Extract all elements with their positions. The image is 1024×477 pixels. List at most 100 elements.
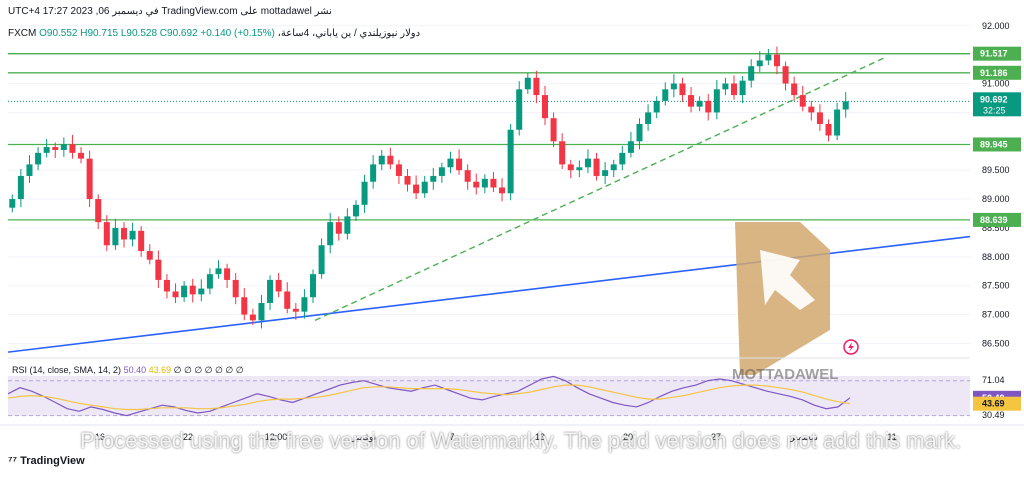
time-tick-label: 12:00: [265, 432, 288, 442]
candle-body: [438, 167, 445, 176]
candle-body: [9, 199, 16, 208]
candle-body: [670, 83, 677, 90]
price-tick-label: 88.000: [982, 252, 1010, 262]
candle-body: [550, 118, 557, 142]
candle-body: [421, 181, 428, 194]
candle-body: [378, 155, 385, 165]
time-tick-label: 20: [623, 432, 633, 442]
tradingview-logo[interactable]: ⁷⁷ TradingView: [8, 455, 85, 467]
time-tick-label: 7: [449, 432, 454, 442]
candle-body: [206, 274, 213, 289]
candle-body: [816, 112, 823, 124]
ohlc-values: O90.552 H90.715 L90.528 C90.692 +0.140 (…: [39, 28, 275, 39]
level-price-label: 89.945: [980, 139, 1008, 149]
time-tick-label: 13: [535, 432, 545, 442]
candle-body: [842, 101, 849, 110]
candle-body: [731, 83, 738, 96]
candle-body: [447, 158, 454, 168]
candle-body: [456, 158, 463, 171]
symbol-label: دولار نيوزيلندي / ين ياباني، 4ساعة، FXCM: [8, 28, 421, 39]
tradingview-logo-icon: ⁷⁷: [8, 455, 18, 467]
candle-body: [103, 222, 110, 246]
candle-body: [524, 77, 531, 90]
candle-body: [602, 170, 609, 176]
rsi-legend[interactable]: RSI (14, close, SMA, 14, 2) 50.40 43.69 …: [12, 365, 244, 376]
candle-body: [773, 54, 780, 67]
countdown-label: 32:25: [983, 105, 1006, 115]
time-tick-label: 22: [183, 432, 193, 442]
rsi-placeholders: ∅ ∅ ∅ ∅ ∅ ∅ ∅: [173, 365, 244, 375]
candle-body: [318, 245, 325, 275]
candle-body: [799, 95, 806, 107]
candle-body: [129, 230, 136, 240]
candle-body: [713, 89, 720, 113]
candle-body: [335, 222, 342, 234]
candle-body: [181, 285, 188, 298]
dashed-trendline[interactable]: [314, 56, 886, 321]
rsi-tick-label: 71.04: [982, 375, 1005, 385]
candle-body: [352, 204, 359, 217]
candle-body: [636, 123, 643, 142]
level-price-badge: [973, 46, 1021, 61]
candle-body: [567, 164, 574, 171]
rsi-sma-line: [7, 384, 851, 411]
candle-body: [232, 279, 239, 298]
candle-body: [559, 141, 566, 165]
level-price-label: 91.517: [980, 49, 1008, 59]
candle-body: [541, 95, 548, 119]
level-price-badge: [973, 212, 1021, 227]
candle-body: [387, 155, 394, 165]
rsi-band: [8, 376, 970, 416]
publish-info: نشر mottadawel على TradingView.com في دي…: [8, 6, 332, 17]
candle-body: [224, 268, 231, 280]
watermarkly-note: Processed using the free version of Wate…: [80, 428, 962, 453]
candle-body: [413, 184, 420, 194]
candle-body: [69, 144, 76, 153]
price-tick-label: 88.500: [982, 223, 1010, 233]
candle-body: [60, 144, 67, 150]
candle-body: [163, 279, 170, 292]
candle-body: [43, 147, 50, 153]
candle-body: [791, 83, 798, 96]
current-price-badge: [973, 92, 1021, 117]
candle-body: [172, 291, 179, 298]
candle-body: [645, 112, 652, 124]
candle-body: [370, 164, 377, 182]
candle-body: [782, 66, 789, 84]
candle-body: [95, 199, 102, 223]
time-tick-label: 27: [711, 432, 721, 442]
level-price-badge: [973, 137, 1021, 152]
candle-body: [17, 175, 24, 200]
candle-body: [688, 95, 695, 107]
candle-body: [834, 109, 841, 136]
candle-body: [120, 227, 127, 240]
candle-body: [146, 251, 153, 260]
candle-body: [507, 129, 514, 194]
price-tick-label: 89.500: [982, 165, 1010, 175]
price-tick-label: 86.500: [982, 338, 1010, 348]
candle-body: [705, 100, 712, 113]
time-tick-label: نوفمبر: [351, 432, 376, 443]
time-tick-label: ديسمبر: [789, 432, 817, 443]
alert-icon[interactable]: [843, 339, 859, 355]
candle-body: [739, 80, 746, 96]
candle-body: [516, 89, 523, 130]
mottadawel-logo-icon: [735, 222, 830, 375]
candle-body: [267, 279, 274, 304]
rsi-value: 50.40: [123, 365, 147, 375]
time-tick-label: 11: [887, 432, 896, 442]
watermark-brand: MOTTADAWEL: [732, 366, 838, 383]
candle-body: [155, 259, 162, 280]
candle-body: [310, 274, 317, 298]
candle-body: [78, 152, 85, 159]
candle-body: [430, 175, 437, 182]
candle-body: [653, 100, 660, 113]
rsi-sma-value: 43.69: [148, 365, 172, 375]
price-tick-label: 87.500: [982, 281, 1010, 291]
candle-body: [756, 60, 763, 67]
rsi-label: RSI (14, close, SMA, 14, 2): [12, 365, 122, 375]
current-price-label: 90.692: [980, 94, 1008, 104]
candle-body: [627, 141, 634, 153]
candle-body: [722, 83, 729, 90]
